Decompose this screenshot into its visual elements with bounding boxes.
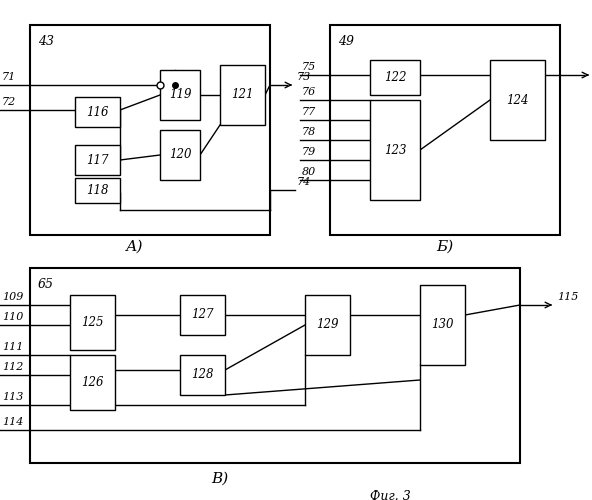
Text: 65: 65 [38, 278, 54, 291]
Text: 127: 127 [191, 308, 214, 322]
Text: 49: 49 [338, 35, 354, 48]
Text: 80: 80 [302, 167, 316, 177]
Text: 112: 112 [2, 362, 23, 372]
Text: 126: 126 [81, 376, 104, 389]
Bar [70, 295, 115, 350]
Bar [370, 100, 420, 200]
Text: 119: 119 [169, 88, 191, 102]
Bar [75, 178, 120, 203]
Text: 78: 78 [302, 127, 316, 137]
Text: Фиг. 3: Фиг. 3 [369, 490, 410, 500]
Text: 109: 109 [2, 292, 23, 302]
Bar [490, 60, 545, 140]
Text: 129: 129 [316, 318, 339, 332]
Text: 128: 128 [191, 368, 214, 382]
Text: 74: 74 [297, 177, 311, 187]
Text: 72: 72 [2, 97, 16, 107]
Text: 130: 130 [431, 318, 453, 332]
Bar [305, 295, 350, 355]
Text: 75: 75 [302, 62, 316, 72]
Text: 114: 114 [2, 417, 23, 427]
Text: 122: 122 [384, 71, 406, 84]
Text: 123: 123 [384, 144, 406, 156]
Bar [420, 285, 465, 365]
Text: 124: 124 [506, 94, 529, 106]
Text: 76: 76 [302, 87, 316, 97]
Bar [370, 60, 420, 95]
Text: В): В) [211, 472, 229, 486]
Text: 115: 115 [557, 292, 578, 302]
Text: 113: 113 [2, 392, 23, 402]
Text: 111: 111 [2, 342, 23, 352]
Text: 120: 120 [169, 148, 191, 162]
Text: 77: 77 [302, 107, 316, 117]
Text: 71: 71 [2, 72, 16, 82]
Bar [75, 97, 120, 127]
Bar [330, 25, 560, 235]
Text: Б): Б) [436, 240, 453, 254]
Text: 79: 79 [302, 147, 316, 157]
Bar [220, 65, 265, 125]
Bar [30, 268, 520, 463]
Bar [160, 130, 200, 180]
Bar [180, 295, 225, 335]
Text: 118: 118 [86, 184, 109, 197]
Bar [70, 355, 115, 410]
Text: 43: 43 [38, 35, 54, 48]
Text: 73: 73 [297, 72, 311, 82]
Text: 125: 125 [81, 316, 104, 329]
Text: 117: 117 [86, 154, 109, 166]
Bar [160, 70, 200, 120]
Text: 110: 110 [2, 312, 23, 322]
Bar [30, 25, 270, 235]
Text: А): А) [126, 240, 144, 254]
Bar [75, 145, 120, 175]
Text: 116: 116 [86, 106, 109, 118]
Bar [180, 355, 225, 395]
Text: 121: 121 [231, 88, 254, 102]
